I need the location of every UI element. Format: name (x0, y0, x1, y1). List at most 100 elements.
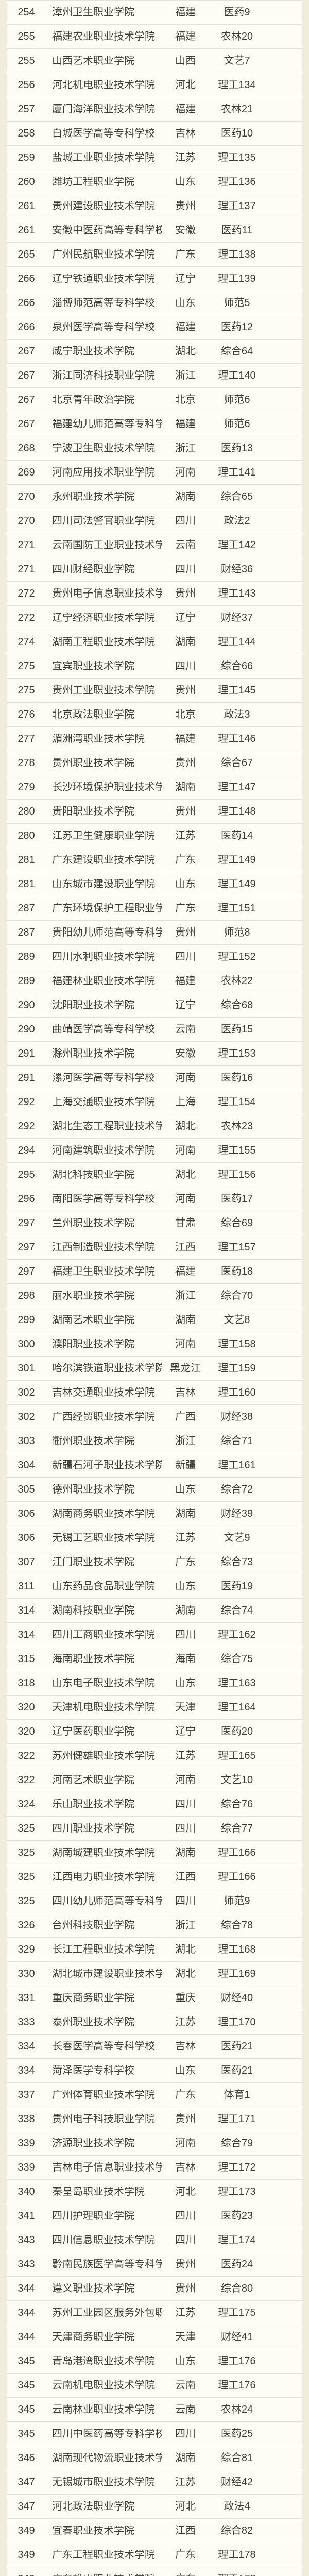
category-rank-cell: 医药13 (220, 443, 253, 454)
rank-cell: 300 (18, 1338, 35, 1350)
table-row: 257 厦门海洋职业技术学院 福建 农林21 (7, 97, 302, 122)
school-name-cell: 广东环境保护工程职业学院 (52, 903, 162, 913)
school-name-cell: 云南林业职业技术学院 (52, 2404, 155, 2415)
table-row: 296 南阳医学高等专科学校 河南 医药17 (7, 1187, 302, 1211)
table-row: 343 黔南民族医学高等专科学校 贵州 医药24 (7, 2252, 302, 2277)
province-cell: 河南 (175, 1072, 196, 1083)
province-cell: 浙江 (175, 1920, 196, 1931)
category-rank-cell: 综合74 (220, 1605, 253, 1616)
school-name-cell: 漯河医学高等专科学校 (52, 1073, 155, 1083)
rank-cell: 292 (18, 1121, 35, 1132)
category-rank-cell: 农林24 (220, 2404, 253, 2415)
province-cell: 云南 (175, 2380, 196, 2391)
rank-cell: 314 (18, 1605, 35, 1616)
province-cell: 贵州 (175, 2283, 196, 2294)
rank-cell: 347 (18, 2501, 35, 2512)
school-name-cell: 贵州电子信息职业技术学院 (52, 588, 162, 599)
category-rank-cell: 财经39 (220, 1508, 253, 1519)
rank-cell: 331 (18, 1992, 35, 2004)
category-rank-cell: 理工154 (218, 1096, 256, 1108)
province-cell: 广西 (175, 1411, 196, 1422)
school-name-cell: 漳州卫生职业学院 (52, 7, 134, 18)
category-rank-cell: 理工172 (218, 2162, 256, 2173)
rank-cell: 280 (18, 830, 35, 841)
school-name-cell: 苏州健雄职业技术学院 (52, 1751, 155, 1761)
table-row: 290 曲靖医学高等专科学校 云南 医药15 (7, 1018, 302, 1042)
rank-cell: 254 (18, 7, 35, 18)
school-name-cell: 贵州工业职业技术学院 (52, 685, 155, 696)
rank-cell: 278 (18, 757, 35, 769)
province-cell: 吉林 (175, 1387, 196, 1398)
province-cell: 湖北 (175, 1944, 196, 1955)
table-row: 315 海南职业技术学院 海南 综合75 (7, 1647, 302, 1671)
table-row: 281 山东城市建设职业学院 山东 理工149 (7, 872, 302, 896)
province-cell: 湖南 (175, 2452, 196, 2464)
rank-cell: 255 (18, 55, 35, 66)
rank-cell: 306 (18, 1532, 35, 1544)
table-row: 339 吉林电子信息职业技术学院 吉林 理工172 (7, 2156, 302, 2180)
table-row: 279 长沙环境保护职业技术学院 湖南 理工147 (7, 775, 302, 800)
school-name-cell: 福建幼儿师范高等专科学校 (52, 419, 162, 429)
table-row: 272 贵州电子信息职业技术学院 贵州 理工143 (7, 582, 302, 606)
school-name-cell: 江苏卫生健康职业学院 (52, 831, 155, 841)
table-row: 266 淄博师范高等专科学校 山东 师范5 (7, 291, 302, 315)
school-name-cell: 淄博师范高等专科学校 (52, 298, 155, 308)
province-cell: 贵州 (175, 2113, 196, 2125)
rank-cell: 325 (18, 1895, 35, 1907)
school-name-cell: 贵阳职业技术学院 (52, 806, 134, 817)
table-row: 266 辽宁铁道职业技术学院 辽宁 理工139 (7, 267, 302, 291)
rank-cell: 305 (18, 1484, 35, 1495)
rank-cell: 266 (18, 273, 35, 284)
rank-cell: 333 (18, 2016, 35, 2028)
province-cell: 福建 (175, 1266, 196, 1277)
province-cell: 云南 (175, 2404, 196, 2415)
province-cell: 贵州 (175, 757, 196, 769)
table-row: 259 盐城工业职业技术学院 江苏 理工135 (7, 146, 302, 170)
category-rank-cell: 综合73 (220, 1556, 253, 1568)
rank-cell: 259 (18, 152, 35, 163)
rank-cell: 255 (18, 31, 35, 42)
table-row: 270 永州职业技术学院 湖南 综合65 (7, 485, 302, 509)
rank-cell: 261 (18, 225, 35, 236)
category-rank-cell: 理工135 (218, 152, 256, 163)
category-rank-cell: 政法3 (224, 709, 250, 720)
table-row: 325 江西电力职业技术学院 江西 理工166 (7, 1865, 302, 1889)
rank-cell: 337 (18, 2089, 35, 2100)
rank-cell: 315 (18, 1653, 35, 1665)
province-cell: 四川 (175, 660, 196, 672)
province-cell: 福建 (175, 975, 196, 987)
table-row: 289 福建林业职业技术学院 福建 农林22 (7, 969, 302, 993)
category-rank-cell: 理工139 (218, 273, 256, 284)
province-cell: 贵州 (175, 2259, 196, 2270)
province-cell: 江苏 (175, 2016, 196, 2028)
rank-cell: 290 (18, 999, 35, 1011)
province-cell: 湖北 (175, 346, 196, 357)
table-row: 261 安徽中医药高等专科学校 安徽 医药11 (7, 218, 302, 243)
table-row: 322 河南艺术职业学院 河南 文艺10 (7, 1768, 302, 1792)
province-cell: 湖南 (175, 1314, 196, 1326)
school-name-cell: 贵州建设职业技术学院 (52, 201, 155, 211)
rank-cell: 320 (18, 1702, 35, 1713)
category-rank-cell: 政法2 (224, 515, 250, 527)
rank-cell: 287 (18, 903, 35, 914)
province-cell: 安徽 (175, 225, 196, 236)
table-row: 337 广州体育职业技术学院 广东 体育1 (7, 2083, 302, 2107)
school-name-cell: 南阳医学高等专科学校 (52, 1194, 155, 1204)
category-rank-cell: 理工148 (218, 806, 256, 817)
category-rank-cell: 医药17 (220, 1193, 253, 1205)
school-name-cell: 云南机电职业技术学院 (52, 2380, 155, 2391)
school-name-cell: 广东松山职业技术学院 (46, 2574, 162, 2576)
table-row: 254 漳州卫生职业学院 福建 医药9 (7, 1, 302, 25)
table-row: 320 辽宁医药职业学院 辽宁 医药20 (7, 1720, 302, 1744)
province-cell: 湖南 (175, 782, 196, 793)
school-name-cell: 云南国防工业职业技术学院 (52, 540, 162, 550)
school-name-cell: 丽水职业技术学院 (52, 1291, 134, 1301)
rank-cell: 341 (18, 2210, 35, 2222)
rank-cell: 338 (18, 2113, 35, 2125)
rank-cell: 297 (18, 1242, 35, 1253)
table-row: 345 四川中医药高等专科学校 四川 医药25 (7, 2422, 302, 2446)
table-row: 255 福建农业职业技术学院 福建 农林20 (7, 25, 302, 49)
rank-cell: 280 (18, 806, 35, 817)
table-row: 349 宜春职业技术学院 江西 综合82 (7, 2519, 302, 2543)
rank-cell: 287 (18, 927, 35, 938)
